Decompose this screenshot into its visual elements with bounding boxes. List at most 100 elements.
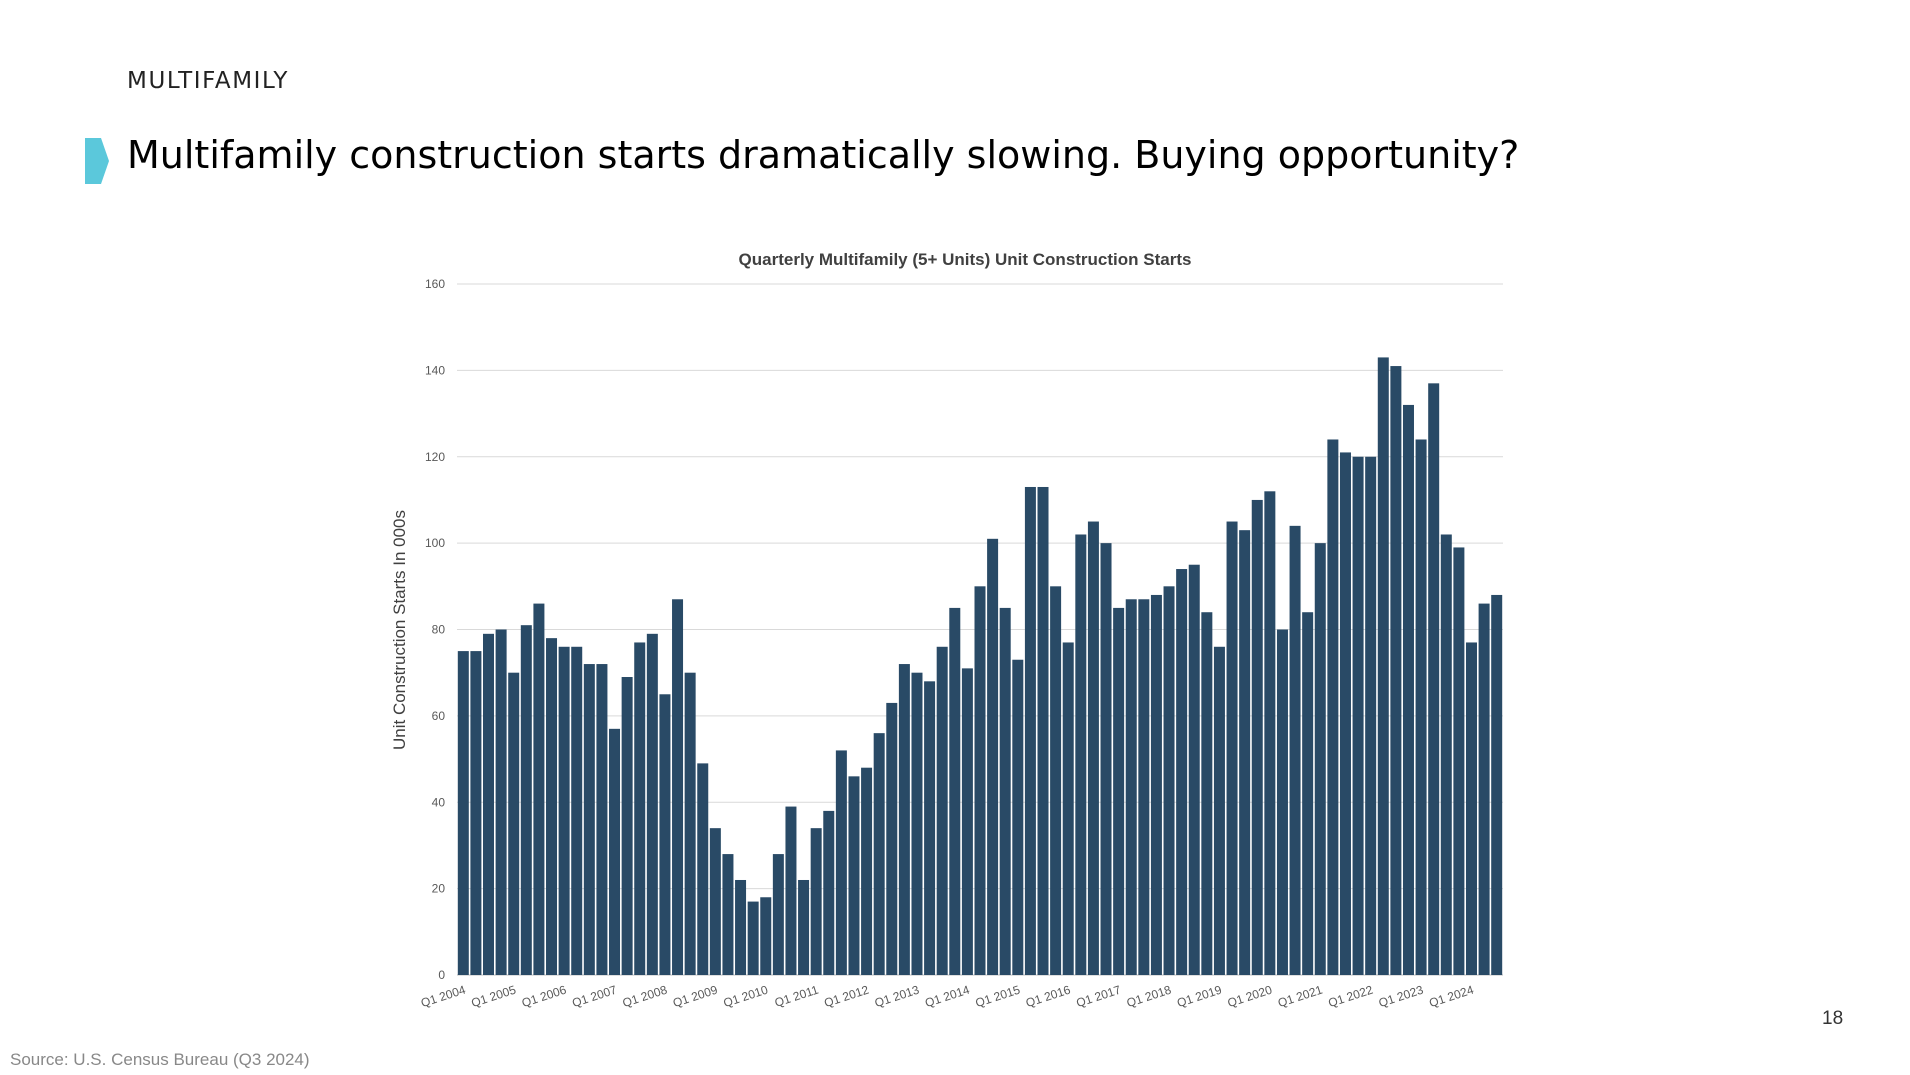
bar: [1491, 594, 1503, 975]
bar: [1390, 366, 1402, 975]
x-axis-ticks: Q1 2004 Q1 2005 Q1 2006 Q1 2007 Q1 2008 Q1 20…: [419, 982, 1476, 1010]
bar: [1264, 491, 1276, 975]
bar: [747, 901, 759, 975]
bar: [798, 879, 810, 975]
bar: [1037, 486, 1049, 975]
bar: [1113, 607, 1125, 975]
chart-container: Quarterly Multifamily (5+ Units) Unit Co…: [380, 235, 1520, 1025]
bar: [861, 767, 873, 975]
bar: [558, 646, 570, 975]
x-tick-label: Q1 2017: [1074, 982, 1122, 1010]
bar: [785, 806, 797, 975]
bar: [974, 586, 986, 975]
bar: [1415, 439, 1427, 975]
x-tick-label: Q1 2010: [722, 982, 770, 1010]
bar: [1327, 439, 1339, 975]
bar: [1087, 521, 1099, 975]
bar: [1377, 357, 1389, 975]
bar: [1428, 383, 1440, 975]
y-tick-label: 40: [432, 795, 446, 809]
bar: [684, 672, 696, 975]
title-marker-shape: [85, 138, 109, 184]
chart-title: Quarterly Multifamily (5+ Units) Unit Co…: [739, 250, 1192, 269]
y-tick-label: 120: [425, 450, 445, 464]
y-tick-label: 0: [438, 968, 445, 982]
page-title: Multifamily construction starts dramatic…: [127, 133, 1520, 177]
bar: [1365, 456, 1377, 975]
bar: [1024, 486, 1036, 975]
bar: [596, 664, 608, 975]
bar: [697, 763, 709, 975]
x-tick-label: Q1 2013: [873, 982, 921, 1010]
x-tick-label: Q1 2008: [621, 982, 669, 1010]
bar: [823, 810, 835, 975]
y-tick-label: 60: [432, 709, 446, 723]
bar: [1352, 456, 1364, 975]
bar: [772, 854, 784, 975]
x-tick-label: Q1 2022: [1326, 982, 1374, 1010]
x-tick-label: Q1 2011: [773, 982, 821, 1009]
bar: [1012, 659, 1024, 975]
bar: [1226, 521, 1238, 975]
bar: [609, 728, 621, 975]
title-marker-icon: [85, 138, 109, 184]
bar: [470, 651, 482, 975]
bar: [1138, 599, 1150, 975]
bar: [1075, 534, 1087, 975]
bar: [571, 646, 583, 975]
bar: [1062, 642, 1074, 975]
bar: [483, 633, 494, 975]
bar: [735, 879, 747, 975]
y-axis-ticks: 0 20 40 60 80 100 120 140 160: [425, 277, 445, 982]
bar: [1201, 612, 1213, 975]
x-tick-label: Q1 2023: [1377, 982, 1425, 1010]
bar: [961, 668, 973, 975]
bar: [1125, 599, 1137, 975]
y-tick-label: 100: [425, 536, 445, 550]
x-tick-label: Q1 2024: [1427, 982, 1475, 1010]
bar: [1402, 404, 1414, 975]
x-tick-label: Q1 2021: [1276, 982, 1324, 1010]
bar: [709, 828, 721, 975]
bar: [760, 897, 772, 975]
bar: [810, 828, 822, 975]
bar: [1440, 534, 1452, 975]
bar: [924, 681, 936, 975]
bar: [659, 694, 671, 975]
bar: [1339, 452, 1351, 975]
bar: [1188, 564, 1200, 975]
bar: [949, 607, 961, 975]
y-tick-label: 80: [432, 623, 446, 637]
x-tick-label: Q1 2005: [470, 982, 518, 1010]
x-tick-label: Q1 2016: [1024, 982, 1072, 1010]
bar: [911, 672, 923, 975]
bar: [634, 642, 646, 975]
x-tick-label: Q1 2019: [1175, 982, 1223, 1010]
bar: [848, 776, 860, 975]
bar: [1213, 646, 1225, 975]
bar: [886, 702, 898, 975]
bar: [1478, 603, 1490, 975]
x-tick-label: Q1 2012: [822, 982, 870, 1010]
section-label: MULTIFAMILY: [127, 68, 290, 94]
bars: [457, 357, 1503, 976]
bar: [621, 677, 633, 975]
bar: [1050, 586, 1062, 975]
x-tick-label: Q1 2006: [520, 982, 568, 1010]
x-tick-label: Q1 2014: [923, 982, 971, 1010]
bar: [1176, 569, 1188, 975]
bar: [1276, 629, 1288, 975]
x-tick-label: Q1 2007: [570, 982, 618, 1010]
bar-chart: Quarterly Multifamily (5+ Units) Unit Co…: [390, 250, 1503, 1010]
y-tick-label: 160: [425, 277, 445, 291]
bar: [1239, 530, 1251, 975]
bar: [987, 538, 999, 975]
bar: [1289, 525, 1301, 975]
x-tick-label: Q1 2015: [974, 982, 1022, 1010]
bar: [1251, 499, 1263, 975]
bar: [520, 625, 532, 975]
bar: [898, 664, 910, 975]
bar: [495, 629, 507, 975]
bar: [1150, 594, 1162, 975]
bar: [1465, 642, 1477, 975]
